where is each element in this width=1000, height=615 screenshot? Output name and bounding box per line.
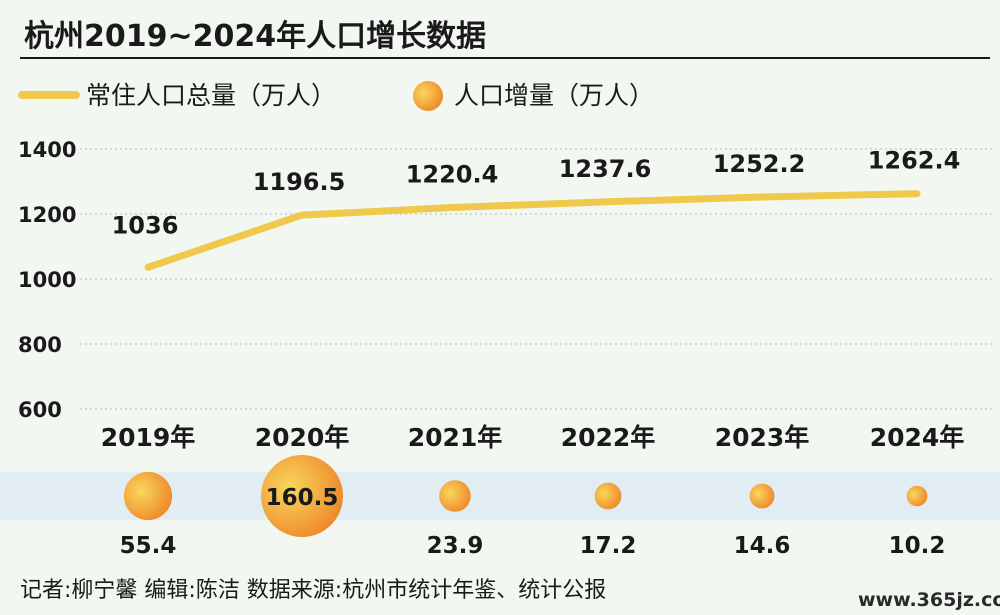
population-data-label: 1196.5 [253,168,346,196]
y-tick-label: 1000 [18,268,76,292]
legend: 常住人口总量（万人） 人口增量（万人） [18,81,654,111]
population-data-label: 1262.4 [868,147,961,175]
population-data-label: 1220.4 [406,160,499,188]
increase-data-label: 23.9 [427,533,484,559]
increase-data-label: 10.2 [889,533,946,559]
increase-bubble [906,485,928,507]
increase-bubble [439,480,471,512]
increase-bubbles [123,455,928,537]
y-axis: 1400 1200 1000 800 600 [18,138,995,422]
watermark-bg [840,586,1000,615]
increase-data-label: 160.5 [266,485,339,511]
population-line [144,190,921,271]
increase-bubble [123,471,173,521]
chart-title: 杭州2019~2024年人口增长数据 [24,19,486,54]
population-data-label: 1036 [112,211,179,239]
y-tick-label: 600 [18,398,62,422]
increase-bubble [261,455,343,537]
x-tick-label: 2023年 [715,423,810,452]
x-axis: 2019年 2020年 2021年 2022年 2023年 2024年 [101,423,965,452]
watermark: www.365jz.com [858,589,1000,611]
x-tick-label: 2019年 [101,423,196,452]
population-labels: 1036 1196.5 1220.4 1237.6 1252.2 1262.4 [112,147,961,240]
y-tick-label: 1400 [18,138,76,162]
legend-label-population: 常住人口总量（万人） [86,81,336,110]
increase-labels: 55.4 160.5 23.9 17.2 14.6 10.2 [120,485,946,559]
increase-data-label: 14.6 [734,533,791,559]
increase-data-label: 17.2 [580,533,637,559]
increase-bubble [749,483,775,509]
population-data-label: 1237.6 [559,155,652,183]
x-tick-label: 2020年 [255,423,350,452]
footer-credits: 记者:柳宁馨 编辑:陈洁 数据来源:杭州市统计年鉴、统计公报 [20,578,606,603]
legend-bubble-swatch [413,81,443,111]
increase-data-label: 55.4 [120,533,177,559]
y-tick-label: 800 [18,333,62,357]
x-tick-label: 2021年 [408,423,503,452]
population-data-label: 1252.2 [713,150,806,178]
x-tick-label: 2024年 [870,423,965,452]
increase-bubble [594,482,622,510]
x-tick-label: 2022年 [561,423,656,452]
y-tick-label: 1200 [18,203,76,227]
legend-label-increase: 人口增量（万人） [454,81,654,110]
